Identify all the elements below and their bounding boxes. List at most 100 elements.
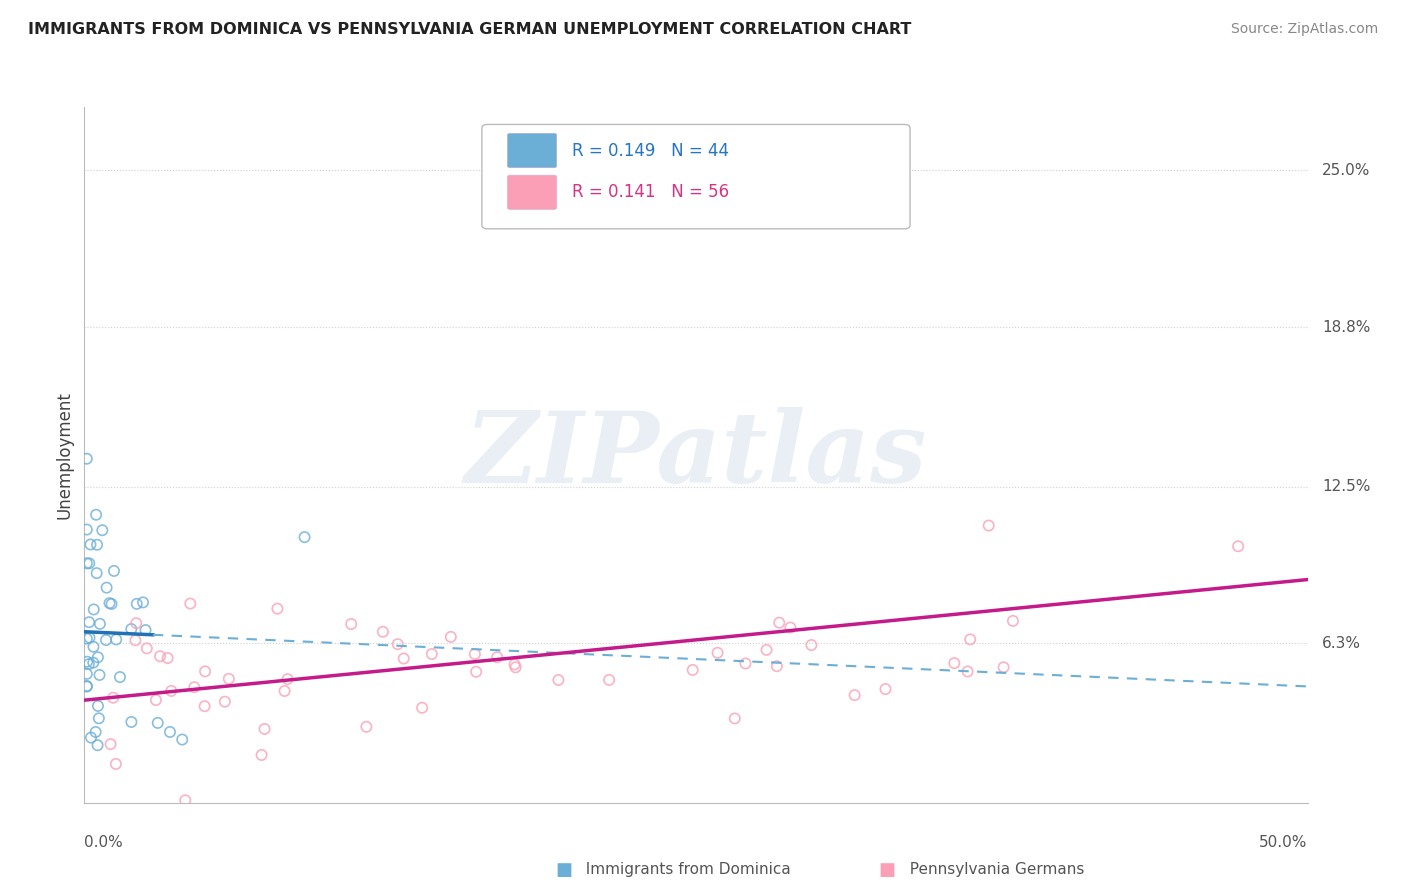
Text: ZIPatlas: ZIPatlas (465, 407, 927, 503)
Point (100, 737, 122, 751)
Text: 25.0%: 25.0% (1322, 163, 1371, 178)
Point (420, 647, 443, 661)
Point (253, 722, 276, 736)
Point (76, 679, 98, 693)
Point (79, 537, 101, 551)
Point (80, 731, 103, 745)
Point (86, 566, 108, 581)
FancyBboxPatch shape (482, 124, 910, 229)
Point (779, 621, 801, 635)
Point (76, 666, 98, 681)
Text: R = 0.149   N = 44: R = 0.149 N = 44 (572, 142, 730, 160)
Text: Source: ZipAtlas.com: Source: ZipAtlas.com (1230, 22, 1378, 37)
Point (149, 649, 172, 664)
Point (101, 690, 124, 705)
Point (371, 624, 394, 639)
Point (84, 508, 107, 522)
Point (172, 732, 194, 747)
Point (76, 655, 98, 669)
Point (340, 617, 363, 632)
Text: 0.0%: 0.0% (84, 836, 124, 850)
Point (120, 714, 142, 729)
Text: ■: ■ (555, 861, 572, 879)
Point (465, 665, 488, 679)
Point (214, 695, 236, 709)
Point (135, 623, 157, 637)
Point (706, 646, 728, 660)
Point (768, 615, 790, 630)
Point (104, 756, 127, 771)
Point (86, 538, 108, 552)
FancyBboxPatch shape (508, 134, 557, 168)
Point (505, 660, 527, 674)
Text: 12.5%: 12.5% (1322, 479, 1371, 494)
Point (356, 720, 378, 734)
Point (132, 595, 155, 609)
Point (87, 711, 110, 725)
Point (1001, 614, 1024, 628)
Point (194, 665, 217, 679)
Point (76, 523, 98, 537)
Point (547, 673, 569, 687)
Point (734, 657, 756, 671)
Point (135, 641, 157, 656)
Point (724, 711, 747, 725)
Point (77, 557, 100, 571)
Point (766, 659, 789, 673)
Point (183, 680, 205, 694)
Point (76, 451, 98, 466)
Point (174, 793, 197, 807)
Point (89, 616, 111, 631)
Point (387, 637, 409, 651)
Point (77, 657, 100, 672)
Point (159, 725, 181, 739)
Point (250, 747, 273, 762)
Point (146, 715, 169, 730)
Point (194, 699, 217, 714)
Point (82, 656, 104, 670)
Point (294, 530, 316, 544)
Point (392, 651, 415, 665)
Point (440, 630, 463, 644)
FancyBboxPatch shape (508, 175, 557, 210)
Point (1227, 539, 1250, 553)
Point (160, 684, 183, 698)
Point (82, 640, 104, 654)
Point (875, 681, 897, 696)
Point (977, 518, 1000, 533)
Point (682, 663, 704, 677)
Point (124, 633, 146, 648)
Y-axis label: Unemployment: Unemployment (55, 391, 73, 519)
Point (993, 660, 1015, 674)
Point (76, 680, 98, 694)
Point (943, 656, 966, 670)
Point (464, 647, 486, 661)
Point (273, 684, 295, 698)
Point (86, 738, 108, 752)
Point (800, 638, 823, 652)
Text: ■: ■ (879, 861, 896, 879)
Text: Immigrants from Dominica: Immigrants from Dominica (576, 863, 792, 877)
Point (96, 581, 118, 595)
Point (94, 633, 117, 648)
Point (145, 693, 167, 707)
Text: 6.3%: 6.3% (1322, 636, 1361, 651)
Point (103, 564, 125, 578)
Point (76, 556, 98, 570)
Point (120, 622, 142, 636)
Point (125, 616, 148, 631)
Point (89, 668, 111, 682)
Point (87, 650, 110, 665)
Point (125, 597, 148, 611)
Point (79, 631, 101, 645)
Text: 18.8%: 18.8% (1322, 319, 1371, 334)
Point (91, 523, 114, 537)
Point (84, 725, 107, 739)
Point (100, 597, 122, 611)
Point (108, 670, 131, 684)
Point (959, 632, 981, 647)
Point (156, 651, 179, 665)
Point (77, 615, 100, 630)
Text: 50.0%: 50.0% (1260, 836, 1308, 850)
Point (266, 601, 288, 615)
